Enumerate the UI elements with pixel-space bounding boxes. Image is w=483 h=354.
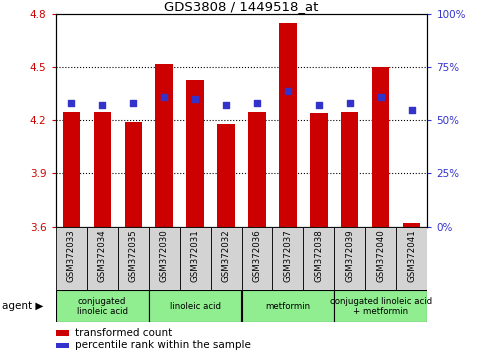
Text: metformin: metformin	[266, 302, 311, 311]
Text: GSM372041: GSM372041	[408, 229, 416, 282]
Bar	[156, 64, 172, 227]
Bar	[403, 223, 421, 227]
Bar	[280, 23, 297, 227]
Bar	[242, 227, 272, 290]
Text: linoleic acid: linoleic acid	[170, 302, 221, 311]
Point	[284, 88, 292, 93]
Text: GSM372034: GSM372034	[98, 229, 107, 282]
Text: GSM372030: GSM372030	[159, 229, 169, 282]
Point	[98, 103, 106, 108]
Point	[253, 101, 261, 106]
Bar	[125, 122, 142, 227]
Bar	[248, 112, 266, 227]
Title: GDS3808 / 1449518_at: GDS3808 / 1449518_at	[164, 0, 319, 13]
Bar	[217, 124, 235, 227]
Bar	[149, 227, 180, 290]
Text: GSM372040: GSM372040	[376, 229, 385, 282]
Point	[67, 101, 75, 106]
Bar	[211, 227, 242, 290]
Bar	[397, 227, 427, 290]
Bar	[62, 112, 80, 227]
Text: transformed count: transformed count	[75, 328, 172, 338]
Text: GSM372031: GSM372031	[190, 229, 199, 282]
Text: GSM372033: GSM372033	[67, 229, 75, 282]
Text: conjugated
linoleic acid: conjugated linoleic acid	[76, 297, 128, 316]
Text: GSM372038: GSM372038	[314, 229, 324, 282]
Bar	[186, 80, 203, 227]
Bar	[180, 227, 211, 290]
Bar	[56, 330, 69, 336]
Point	[408, 107, 416, 113]
Bar	[334, 290, 427, 322]
Point	[191, 96, 199, 102]
Bar	[56, 343, 69, 348]
Point	[315, 103, 323, 108]
Text: GSM372039: GSM372039	[345, 229, 355, 282]
Bar	[117, 227, 149, 290]
Bar	[56, 290, 149, 322]
Text: percentile rank within the sample: percentile rank within the sample	[75, 341, 251, 350]
Bar	[272, 227, 303, 290]
Bar	[94, 112, 111, 227]
Bar	[372, 67, 389, 227]
Point	[129, 101, 137, 106]
Point	[346, 101, 354, 106]
Text: GSM372035: GSM372035	[128, 229, 138, 282]
Point	[222, 103, 230, 108]
Text: GSM372032: GSM372032	[222, 229, 230, 282]
Bar	[149, 290, 242, 322]
Bar	[86, 227, 117, 290]
Bar	[341, 112, 358, 227]
Bar	[311, 113, 327, 227]
Bar	[303, 227, 334, 290]
Text: agent ▶: agent ▶	[2, 301, 44, 311]
Text: conjugated linoleic acid
+ metformin: conjugated linoleic acid + metformin	[330, 297, 432, 316]
Bar	[242, 290, 334, 322]
Text: GSM372037: GSM372037	[284, 229, 293, 282]
Bar	[56, 227, 86, 290]
Bar	[334, 227, 366, 290]
Bar	[366, 227, 397, 290]
Text: GSM372036: GSM372036	[253, 229, 261, 282]
Point	[160, 94, 168, 100]
Point	[377, 94, 385, 100]
